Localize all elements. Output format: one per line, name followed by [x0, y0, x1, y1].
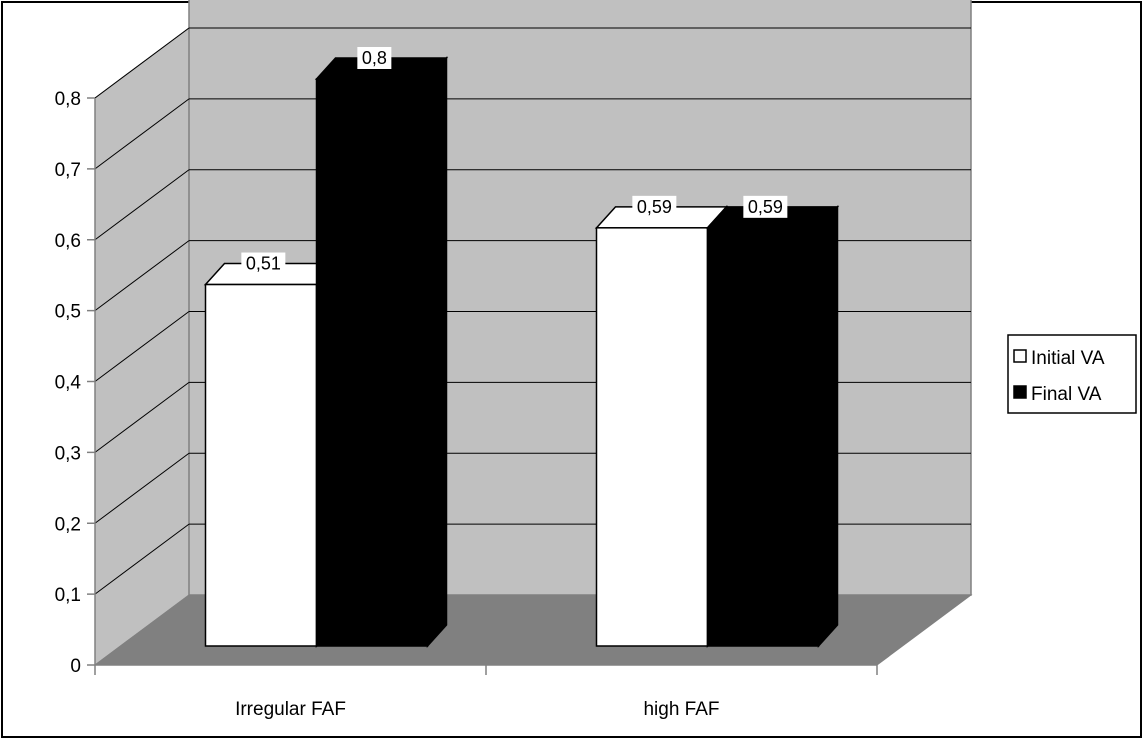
chart-data-labels: 0,51 0,8 0,59 0,59	[241, 47, 788, 275]
gridline-side	[94, 240, 190, 312]
data-label-bg	[241, 252, 286, 275]
y-tick-label: 0,3	[55, 443, 81, 464]
gridline-side	[94, 381, 190, 453]
chart-legend: Initial VA Final VA	[1007, 334, 1137, 414]
data-label: 0,8	[362, 48, 387, 68]
legend-swatch	[1013, 385, 1027, 399]
y-tick-label: 0,5	[55, 302, 81, 323]
y-tick-label: 0,1	[55, 585, 81, 606]
gridline-side	[94, 452, 190, 524]
y-tick-label: 0,7	[55, 160, 81, 181]
legend-label: Initial VA	[1031, 348, 1105, 369]
bar	[315, 78, 429, 647]
legend-label: Final VA	[1031, 384, 1102, 405]
data-label: 0,59	[637, 197, 672, 217]
legend-box	[1007, 334, 1137, 414]
chart-bars	[203, 56, 840, 648]
bar	[706, 227, 820, 647]
x-tick-label: high FAF	[643, 699, 719, 720]
y-tick-label: 0,4	[55, 373, 82, 394]
data-label: 0,51	[246, 254, 281, 274]
y-tick-label: 0,2	[55, 514, 81, 535]
chart-axes: 0 0,1 0,2 0,3 0,4 0,5 0,6 0,7 0,8 Irregular FAF hi…	[55, 89, 878, 720]
y-tick-label: 0,6	[55, 231, 81, 252]
y-tick-label: 0	[70, 656, 81, 677]
gridline-side	[94, 311, 190, 382]
x-tick-label: Irregular FAF	[235, 699, 346, 720]
gridline-side	[94, 169, 190, 241]
bar-side	[817, 204, 839, 648]
legend-swatch	[1013, 349, 1027, 363]
gridline-side	[94, 27, 190, 99]
data-label-bg	[357, 47, 392, 69]
bar-side	[426, 56, 448, 648]
bar	[204, 283, 318, 647]
bar	[595, 227, 709, 647]
gridline-side	[94, 98, 190, 170]
data-label-bg	[743, 195, 788, 218]
gridline-side	[94, 523, 190, 595]
data-label: 0,59	[748, 197, 783, 217]
y-tick-label: 0,8	[55, 89, 81, 110]
data-label-bg	[632, 195, 677, 218]
